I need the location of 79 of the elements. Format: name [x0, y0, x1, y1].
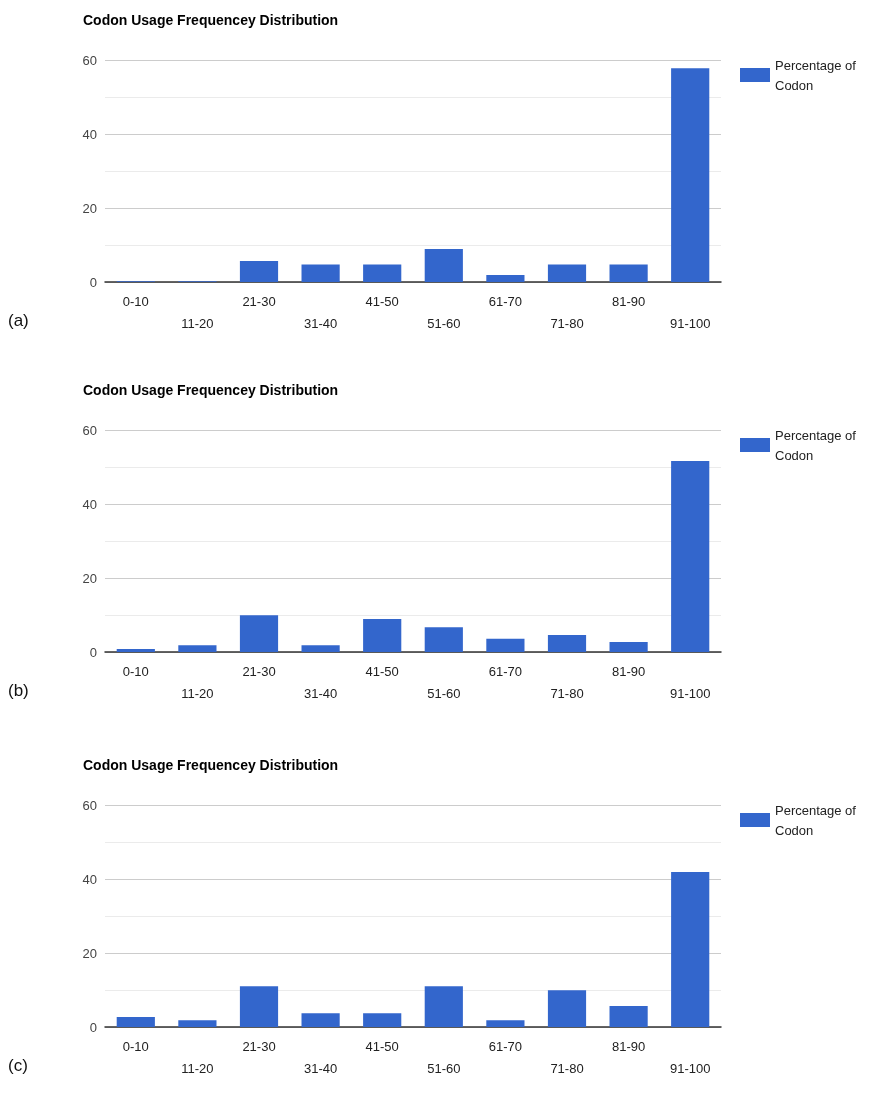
x-tick-label: 21-30	[242, 1038, 276, 1054]
x-tick-label: 91-100	[669, 685, 711, 701]
y-tick-label: 0	[89, 1019, 97, 1035]
bar	[178, 645, 217, 652]
legend-label: Percentage of Codon	[775, 427, 860, 463]
x-tick-label: 21-30	[242, 663, 276, 679]
legend-label: Percentage of Codon	[775, 802, 860, 838]
chart-title: Codon Usage Frequencey Distribution	[83, 382, 339, 398]
bar	[486, 274, 525, 282]
x-tick-label: 0-10	[122, 1038, 149, 1054]
x-tick-label: 71-80	[550, 685, 584, 701]
x-tick-label: 51-60	[427, 315, 461, 331]
x-tick-label: 61-70	[488, 293, 523, 309]
text: (a)	[8, 311, 29, 330]
bar	[424, 249, 463, 282]
x-tick-label: 11-20	[181, 315, 214, 331]
x-tick-label: 81-90	[611, 293, 646, 309]
x-tick-label: 41-50	[365, 293, 399, 309]
bar	[671, 461, 710, 652]
y-tick-label: 20	[82, 200, 97, 216]
x-tick-label: 61-70	[488, 663, 523, 679]
x-tick-label: 41-50	[365, 663, 399, 679]
bar	[116, 649, 155, 652]
bar	[116, 1017, 155, 1027]
bar	[671, 871, 710, 1027]
x-tick-label: 71-80	[550, 1060, 584, 1076]
x-tick-label: 91-100	[669, 1060, 711, 1076]
x-tick-label: 11-20	[181, 685, 214, 701]
bar	[239, 615, 279, 652]
x-tick-label: 91-100	[669, 315, 711, 331]
x-tick-label: 81-90	[611, 1038, 646, 1054]
bar	[178, 1020, 217, 1027]
y-tick-label: 60	[82, 797, 97, 813]
x-tick-label: 61-70	[488, 1038, 523, 1054]
bar	[424, 627, 463, 652]
x-tick-label: 11-20	[181, 1060, 214, 1076]
bar	[239, 260, 279, 282]
bar	[301, 645, 340, 652]
bar	[671, 68, 710, 282]
y-tick-label: 20	[82, 945, 97, 961]
bar	[363, 1013, 402, 1027]
chart-title: Codon Usage Frequencey Distribution	[83, 12, 339, 28]
chart-title: Codon Usage Frequencey Distribution	[83, 757, 339, 773]
x-tick-label: 81-90	[611, 663, 646, 679]
x-tick-label: 41-50	[365, 1038, 399, 1054]
y-tick-label: 20	[82, 570, 97, 586]
x-tick-label: 31-40	[303, 1060, 338, 1076]
x-tick-label: 0-10	[122, 663, 149, 679]
x-tick-label: 51-60	[427, 685, 461, 701]
bar	[486, 1020, 525, 1027]
bar	[363, 264, 402, 282]
x-tick-label: 0-10	[122, 293, 149, 309]
x-tick-label: 31-40	[303, 685, 338, 701]
bar	[486, 638, 525, 652]
bar	[609, 642, 648, 652]
y-tick-label: 40	[82, 871, 97, 887]
x-tick-label: 71-80	[550, 315, 584, 331]
legend-label: Percentage of Codon	[775, 57, 860, 93]
x-tick-label: 21-30	[242, 293, 276, 309]
bar	[363, 619, 402, 652]
bar	[547, 990, 587, 1027]
text: (c)	[8, 1056, 28, 1075]
x-tick-label: 31-40	[303, 315, 338, 331]
y-tick-label: 60	[82, 52, 97, 68]
bar	[239, 986, 279, 1027]
bar	[424, 986, 463, 1027]
y-tick-label: 60	[82, 422, 97, 438]
bar	[547, 264, 587, 282]
bar	[609, 1005, 648, 1027]
bar	[547, 634, 587, 652]
bar	[609, 264, 648, 282]
bar	[301, 264, 340, 282]
y-tick-label: 40	[82, 496, 97, 512]
bar	[301, 1013, 340, 1027]
text: (b)	[8, 681, 29, 700]
y-tick-label: 40	[82, 126, 97, 142]
x-tick-label: 51-60	[427, 1060, 461, 1076]
y-tick-label: 0	[89, 644, 97, 660]
y-tick-label: 0	[89, 274, 97, 290]
